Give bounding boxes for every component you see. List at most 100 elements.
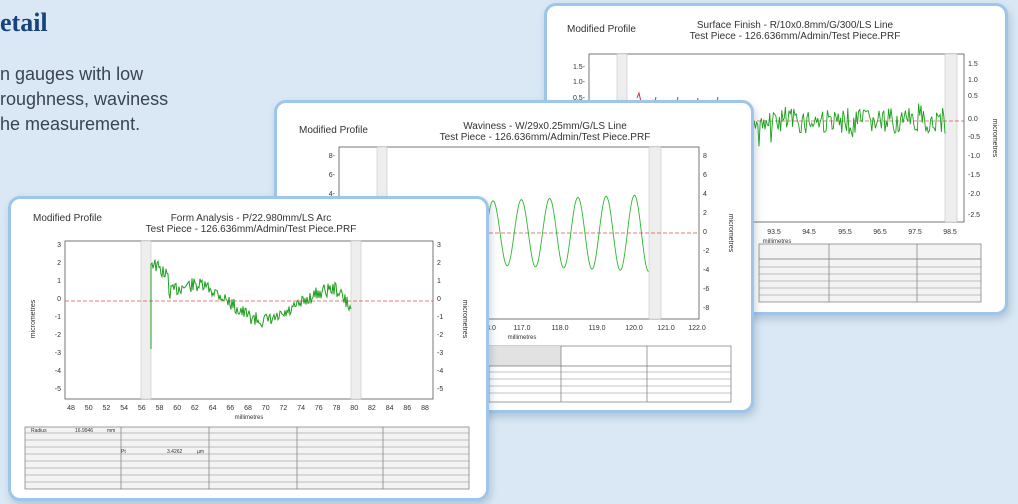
- form-analysis-card[interactable]: Modified Profile Form Analysis - P/22.98…: [8, 196, 489, 501]
- y-axis-label: micrometres: [991, 119, 998, 158]
- x-tick: 95.5: [838, 229, 852, 236]
- y-tick-left: 4-: [329, 191, 336, 198]
- x-tick: 80: [350, 405, 358, 412]
- radius-value: 16.9946: [75, 428, 93, 434]
- plot-frame: [64, 240, 434, 400]
- x-tick: 121.0: [657, 325, 675, 332]
- form-analysis-chart: Modified Profile Form Analysis - P/22.98…: [24, 213, 470, 490]
- y-tick-right: -3: [437, 350, 443, 357]
- x-tick: 66: [226, 405, 234, 412]
- y-tick-right: -0.5: [968, 134, 980, 141]
- y-tick: -1: [55, 314, 61, 321]
- y-tick-right: -2.0: [968, 191, 980, 198]
- chart-title-2: Test Piece - 126.636mm/Admin/Test Piece.…: [146, 224, 357, 235]
- x-tick: 93.5: [767, 229, 781, 236]
- x-axis-label: millimetres: [235, 415, 264, 421]
- x-tick: 118.0: [552, 325, 569, 332]
- y-tick-left: 0.5-: [573, 95, 586, 102]
- profile-spike: [636, 91, 719, 104]
- x-ticks: 93.5 94.5 95.5 96.5 97.5 98.5: [767, 229, 957, 236]
- x-tick: 74: [297, 405, 305, 412]
- y-ticks-left: 3 2 1 0 -1 -2 -3 -4 -5: [55, 242, 61, 393]
- x-tick: 64: [209, 405, 217, 412]
- x-tick: 70: [262, 405, 270, 412]
- y-tick: 1: [57, 278, 61, 285]
- y-tick-right: 1.0: [968, 77, 978, 84]
- x-tick: 82: [368, 405, 376, 412]
- y-tick-right: -2: [437, 332, 443, 339]
- x-tick: 96.5: [873, 229, 887, 236]
- y-axis-label-right: micrometres: [461, 300, 468, 339]
- y-tick-right: -5: [437, 386, 443, 393]
- x-axis-label: millimetres: [508, 335, 537, 341]
- modified-profile-label: Modified Profile: [567, 24, 636, 35]
- x-tick: 60: [173, 405, 181, 412]
- intro-line-2: roughness, waviness: [0, 89, 169, 109]
- chart-title-2: Test Piece - 126.636mm/Admin/Test Piece.…: [690, 31, 901, 42]
- y-tick-right: 2: [703, 210, 707, 217]
- pt-unit: µm: [197, 449, 204, 455]
- y-tick-right: 0.5: [968, 93, 978, 100]
- y-ticks-right: 1.5 1.0 0.5 0.0 -0.5 -1.0 -1.5 -2.0 -2.5: [968, 61, 980, 219]
- intro-line-3: he measurement.: [0, 114, 141, 134]
- x-tick: 78: [333, 405, 341, 412]
- x-tick: 62: [191, 405, 199, 412]
- y-tick-left: 1.5-: [573, 64, 586, 71]
- x-tick: 54: [120, 405, 128, 412]
- x-tick: 48: [67, 405, 75, 412]
- x-tick: 119.0: [589, 325, 606, 332]
- exclusion-band-right: [944, 53, 958, 223]
- results-table: Radius 16.9946 mm Pt 3.4262 µm: [24, 426, 470, 490]
- y-tick-right: 0: [437, 296, 441, 303]
- y-tick: -2: [55, 332, 61, 339]
- y-tick: 3: [57, 242, 61, 249]
- x-tick: 122.0: [688, 325, 706, 332]
- x-tick: 72: [280, 405, 288, 412]
- x-tick: 84: [386, 405, 394, 412]
- y-tick-right: -6: [703, 286, 709, 293]
- y-axis-label-left: micrometres: [30, 299, 37, 338]
- surface-finish-chart: Modified Profile Surface Finish - R/10x0…: [567, 20, 998, 303]
- y-tick-left: 1.0-: [573, 79, 586, 86]
- x-ticks: 8.0 117.0 118.0 119.0 120.0 121.0 122.0: [486, 325, 706, 332]
- y-tick-right: -1.5: [968, 172, 980, 179]
- y-tick-left: 6-: [329, 172, 336, 179]
- chart-title-2: Test Piece - 126.636mm/Admin/Test Piece.…: [440, 132, 651, 143]
- y-tick-right: -2.5: [968, 212, 980, 219]
- x-tick: 52: [103, 405, 111, 412]
- y-tick-left: 8-: [329, 153, 336, 160]
- y-tick-right: 0.0: [968, 116, 978, 123]
- y-tick: -5: [55, 386, 61, 393]
- x-tick: 76: [315, 405, 323, 412]
- y-ticks-right: 8 6 4 2 0 -2 -4 -6 -8: [703, 153, 709, 312]
- y-tick-right: 8: [703, 153, 707, 160]
- x-tick: 58: [156, 405, 164, 412]
- intro-line-1: n gauges with low: [0, 64, 144, 84]
- x-tick: 88: [421, 405, 429, 412]
- y-ticks-right: 3 2 1 0 -1 -2 -3 -4 -5: [437, 242, 443, 393]
- x-tick: 68: [244, 405, 252, 412]
- chart-title-1: Surface Finish - R/10x0.8mm/G/300/LS Lin…: [697, 20, 894, 31]
- x-tick: 120.0: [625, 325, 643, 332]
- x-tick: 117.0: [514, 325, 531, 332]
- y-tick-right: 6: [703, 172, 707, 179]
- chart-title-1: Form Analysis - P/22.980mm/LS Arc: [171, 213, 332, 224]
- y-tick: -3: [55, 350, 61, 357]
- x-tick: 50: [85, 405, 93, 412]
- exclusion-band-right: [350, 240, 362, 400]
- x-tick: 8.0: [486, 325, 496, 332]
- y-axis-label: micrometres: [727, 214, 734, 253]
- results-table: [758, 243, 982, 303]
- y-tick-right: -1.0: [968, 153, 980, 160]
- y-tick: -4: [55, 368, 61, 375]
- form-trace: [150, 259, 352, 349]
- x-tick: 98.5: [943, 229, 957, 236]
- y-tick-right: -1: [437, 314, 443, 321]
- y-tick: 0: [57, 296, 61, 303]
- pt-value: 3.4262: [167, 449, 183, 455]
- section-heading: etail: [0, 8, 48, 37]
- modified-profile-label: Modified Profile: [299, 125, 368, 136]
- y-tick-right: -8: [703, 305, 709, 312]
- x-tick: 94.5: [802, 229, 816, 236]
- y-tick-right: 2: [437, 260, 441, 267]
